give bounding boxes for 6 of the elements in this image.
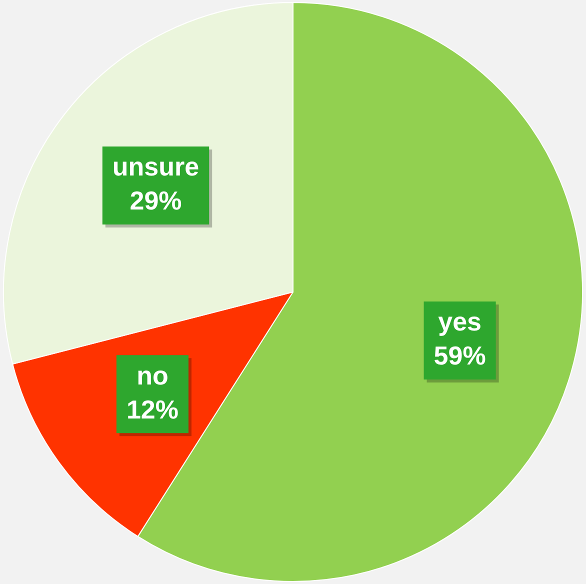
data-label: 59% xyxy=(434,340,486,371)
slice-label: yes xyxy=(438,306,482,337)
slice-label: unsure xyxy=(112,152,200,182)
slice-label: no xyxy=(136,360,168,390)
data-label: 12% xyxy=(126,394,178,424)
data-label: 29% xyxy=(130,186,182,216)
